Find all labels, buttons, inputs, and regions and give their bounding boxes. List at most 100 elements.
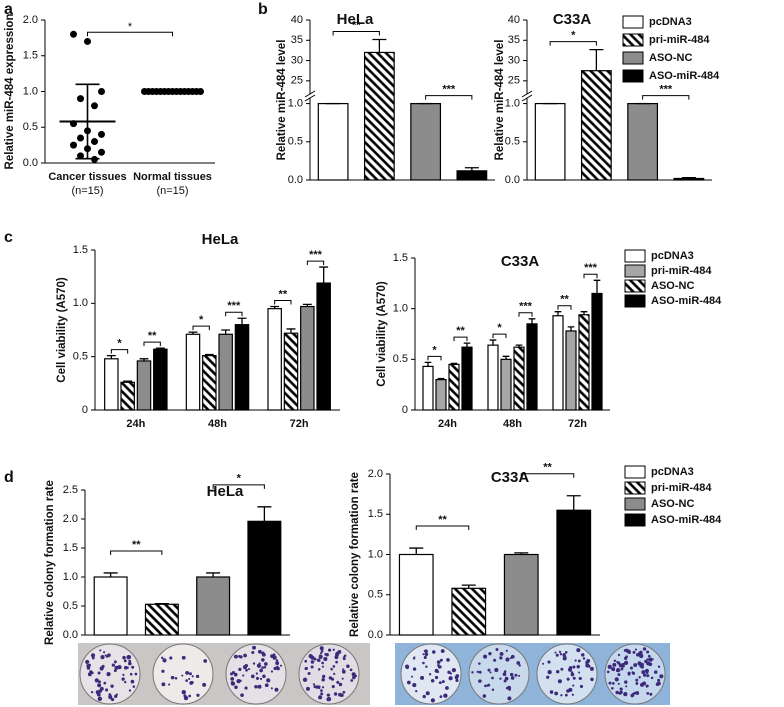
colony <box>230 681 235 685</box>
colony <box>124 680 127 684</box>
bar <box>451 587 487 636</box>
significance-label: *** <box>227 300 241 312</box>
significance-label: * <box>117 338 122 350</box>
y-tick-label: 2.5 <box>63 484 78 496</box>
legend-label: pcDNA3 <box>649 16 692 28</box>
colony <box>261 652 266 657</box>
legend-swatch <box>624 264 646 278</box>
y-tick-label: 1.5 <box>393 252 408 264</box>
colony <box>616 660 619 663</box>
colony <box>319 654 322 657</box>
legend-label: ASO-miR-484 <box>649 70 720 82</box>
colony <box>612 662 617 667</box>
colony <box>254 685 258 689</box>
colony <box>425 691 430 696</box>
colony <box>308 654 313 659</box>
significance-bracket <box>453 336 468 342</box>
significance-label: * <box>571 30 576 42</box>
colony <box>317 668 321 671</box>
colony <box>244 663 249 668</box>
colony <box>317 658 321 662</box>
colony <box>161 682 166 687</box>
error-bar <box>188 331 198 335</box>
colony <box>321 665 324 668</box>
significance-label: * <box>237 473 242 485</box>
colony <box>445 686 449 690</box>
colony <box>590 677 594 682</box>
colony <box>333 672 336 675</box>
colony <box>422 661 425 665</box>
y-tick-label: 35 <box>508 34 520 46</box>
colony <box>499 651 504 656</box>
significance-label: *** <box>309 249 323 261</box>
colony <box>128 689 132 692</box>
legend-label: ASO-miR-484 <box>651 295 722 307</box>
x-tick-label: 72h <box>290 418 309 430</box>
error-bar <box>450 362 458 365</box>
colony <box>321 661 324 665</box>
y-tick-label: 1.0 <box>63 571 78 583</box>
colony-dish <box>536 643 598 705</box>
chart-title: C33A <box>553 11 592 28</box>
y-tick-label: 0.5 <box>23 121 38 133</box>
colony <box>611 686 614 690</box>
colony <box>632 650 636 654</box>
sd-whisker <box>75 83 100 160</box>
significance-label: ** <box>438 514 447 526</box>
colony <box>507 696 512 701</box>
y-axis-label: Relative miR-484 level <box>276 40 288 161</box>
colony <box>633 691 636 695</box>
significance-bracket <box>87 31 173 37</box>
y-tick-label: 1.5 <box>63 542 78 554</box>
colony <box>623 660 629 665</box>
colony <box>328 648 332 652</box>
colony <box>439 695 443 699</box>
y-tick-label: 0.0 <box>23 157 38 169</box>
colony <box>436 660 441 664</box>
significance-label: ** <box>352 19 361 31</box>
colony <box>586 659 591 663</box>
colony <box>508 688 511 691</box>
colony <box>264 683 269 688</box>
colony <box>659 674 664 679</box>
colony <box>484 684 487 688</box>
y-tick-label: 0 <box>402 404 408 416</box>
y-tick-label: 0.0 <box>505 174 520 186</box>
bar <box>591 292 603 411</box>
bar <box>317 102 349 181</box>
colony <box>128 659 132 663</box>
colony <box>443 693 448 698</box>
colony <box>188 694 192 698</box>
colony <box>100 654 105 660</box>
x-tick-label: 48h <box>208 418 227 430</box>
colony <box>582 657 586 660</box>
bar <box>144 603 179 636</box>
bar <box>487 344 499 411</box>
data-point <box>77 134 84 142</box>
colony <box>642 647 647 651</box>
colony <box>657 678 661 682</box>
colony <box>106 655 109 658</box>
legend-label: pri-miR-484 <box>649 34 710 46</box>
colony <box>262 674 266 679</box>
colony <box>104 654 107 657</box>
y-tick-label: 1.5 <box>73 244 88 256</box>
colony <box>617 653 621 657</box>
colony <box>649 692 653 696</box>
data-point <box>98 88 105 95</box>
colony <box>406 680 411 685</box>
colony <box>655 682 660 687</box>
significance-bracket <box>192 325 210 331</box>
colony <box>510 676 515 680</box>
error-bar <box>437 377 445 380</box>
y-tick-label: 0 <box>82 404 88 416</box>
colony <box>181 674 184 677</box>
colony <box>321 677 325 682</box>
colony <box>630 693 634 698</box>
y-tick-label: 40 <box>291 14 303 26</box>
error-bar <box>463 342 471 348</box>
colony <box>117 664 122 670</box>
colony <box>318 695 323 700</box>
error-bar <box>514 552 529 555</box>
